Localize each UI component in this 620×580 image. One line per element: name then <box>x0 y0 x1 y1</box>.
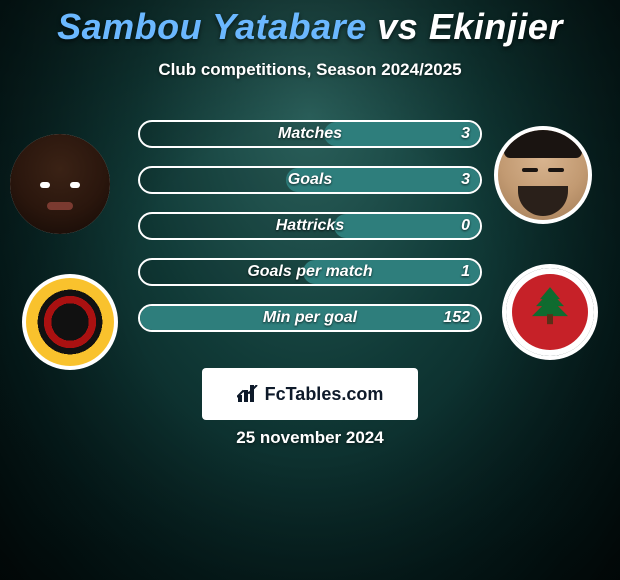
chart-icon <box>237 385 259 403</box>
stat-bar-value: 0 <box>461 214 470 238</box>
tree-icon <box>532 295 568 324</box>
stat-bar-value: 3 <box>461 168 470 192</box>
title-player1: Sambou Yatabare <box>57 6 367 47</box>
title-vs: vs <box>377 6 418 47</box>
brand-text: FcTables.com <box>265 384 384 405</box>
stat-bar-label: Goals <box>140 168 480 192</box>
stat-bar: Min per goal152 <box>138 304 482 332</box>
stat-bar-value: 1 <box>461 260 470 284</box>
stat-bar-value: 152 <box>443 306 470 330</box>
stat-bar: Goals3 <box>138 166 482 194</box>
stats-bars: Matches3Goals3Hattricks0Goals per match1… <box>138 120 482 332</box>
stat-bar-value: 3 <box>461 122 470 146</box>
page-title: Sambou Yatabare vs Ekinjier <box>0 0 620 48</box>
stat-bar-label: Matches <box>140 122 480 146</box>
club-left-crest <box>22 274 118 370</box>
subtitle: Club competitions, Season 2024/2025 <box>0 60 620 80</box>
content: Sambou Yatabare vs Ekinjier Club competi… <box>0 0 620 580</box>
stat-bar: Hattricks0 <box>138 212 482 240</box>
stat-bar-label: Min per goal <box>140 306 480 330</box>
player-right-avatar <box>494 126 592 224</box>
club-right-crest-graphic <box>506 268 594 356</box>
date-text: 25 november 2024 <box>0 428 620 448</box>
stat-bar-label: Goals per match <box>140 260 480 284</box>
title-player2: Ekinjier <box>429 6 563 47</box>
player-left-face <box>10 134 110 234</box>
player-right-face <box>498 130 588 220</box>
club-left-crest-graphic <box>26 278 114 366</box>
stat-bar: Matches3 <box>138 120 482 148</box>
club-right-crest <box>502 264 598 360</box>
stat-bar-label: Hattricks <box>140 214 480 238</box>
player-left-avatar <box>10 134 110 234</box>
stat-bar: Goals per match1 <box>138 258 482 286</box>
brand-badge: FcTables.com <box>202 368 418 420</box>
